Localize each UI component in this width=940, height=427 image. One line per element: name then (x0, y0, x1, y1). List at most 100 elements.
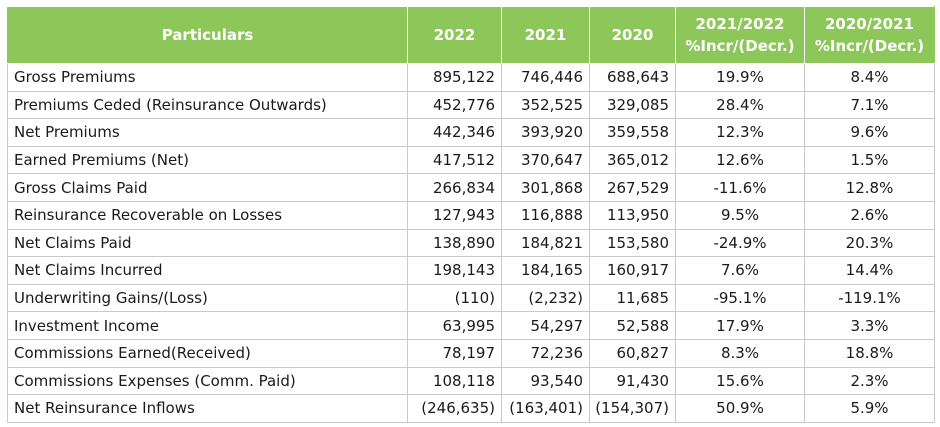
table-header: Particulars 2022 2021 2020 2021/2022 %In… (7, 6, 935, 64)
cell-particulars: Net Reinsurance Inflows (7, 394, 408, 423)
cell-change-2020-2021: 2.3% (804, 366, 935, 396)
cell-change-2021-2022: 15.6% (675, 366, 805, 396)
cell-2022: 417,512 (407, 145, 502, 175)
cell-change-2021-2022: 17.9% (675, 311, 805, 340)
cell-2022: 127,943 (407, 200, 502, 230)
cell-change-2020-2021: 5.9% (804, 394, 935, 423)
cell-2022: 108,118 (407, 366, 502, 396)
cell-change-2021-2022: -24.9% (675, 228, 805, 258)
cell-2022: 138,890 (407, 228, 502, 258)
table-row: Premiums Ceded (Reinsurance Outwards) 452… (7, 90, 935, 120)
cell-particulars: Investment Income (7, 311, 408, 340)
cell-particulars: Gross Premiums (7, 63, 408, 92)
cell-2021: 370,647 (501, 145, 590, 175)
cell-2022: 266,834 (407, 173, 502, 202)
header-change-2020-2021: 2020/2021 %Incr/(Decr.) (804, 6, 935, 64)
cell-particulars: Earned Premiums (Net) (7, 145, 408, 175)
cell-particulars: Net Premiums (7, 118, 408, 147)
header-2021: 2021 (501, 6, 590, 64)
cell-particulars: Net Claims Paid (7, 228, 408, 258)
table-row: Reinsurance Recoverable on Losses 127,943… (7, 200, 935, 230)
header-change-2021-2022-unit: %Incr/(Decr.) (685, 37, 795, 55)
header-change-2020-2021-years: 2020/2021 (825, 15, 914, 33)
cell-2021: 393,920 (501, 118, 590, 147)
cell-change-2020-2021: 3.3% (804, 311, 935, 340)
cell-2021: 746,446 (501, 63, 590, 92)
cell-change-2021-2022: 28.4% (675, 90, 805, 120)
cell-change-2021-2022: 12.6% (675, 145, 805, 175)
table-body: Gross Premiums 895,122 746,446 688,643 19.9%… (7, 63, 935, 423)
table-row: Commissions Expenses (Comm. Paid) 108,118… (7, 366, 935, 396)
cell-2020: 60,827 (589, 338, 676, 368)
cell-change-2021-2022: 9.5% (675, 200, 805, 230)
cell-2021: 301,868 (501, 173, 590, 202)
cell-change-2020-2021: 12.8% (804, 173, 935, 202)
cell-2020: 113,950 (589, 200, 676, 230)
cell-2022: 895,122 (407, 63, 502, 92)
cell-change-2021-2022: 8.3% (675, 338, 805, 368)
cell-change-2020-2021: 1.5% (804, 145, 935, 175)
cell-2020: 267,529 (589, 173, 676, 202)
cell-2022: 63,995 (407, 311, 502, 340)
cell-2020: 365,012 (589, 145, 676, 175)
cell-2020: 52,588 (589, 311, 676, 340)
table-row: Underwriting Gains/(Loss) (110) (2,232) 11,… (7, 283, 935, 313)
cell-2022: (246,635) (407, 394, 502, 423)
cell-2021: 93,540 (501, 366, 590, 396)
cell-particulars: Premiums Ceded (Reinsurance Outwards) (7, 90, 408, 120)
header-particulars: Particulars (7, 6, 408, 64)
cell-particulars: Underwriting Gains/(Loss) (7, 283, 408, 313)
cell-change-2020-2021: 9.6% (804, 118, 935, 147)
cell-2022: 78,197 (407, 338, 502, 368)
table-row: Commissions Earned(Received) 78,197 72,236… (7, 338, 935, 368)
financial-summary: Particulars 2022 2021 2020 2021/2022 %In… (7, 6, 935, 423)
cell-2021: 184,821 (501, 228, 590, 258)
cell-change-2020-2021: -119.1% (804, 283, 935, 313)
cell-change-2020-2021: 18.8% (804, 338, 935, 368)
cell-particulars: Net Claims Incurred (7, 256, 408, 285)
cell-change-2020-2021: 2.6% (804, 200, 935, 230)
table-row: Earned Premiums (Net) 417,512 370,647 365,0… (7, 145, 935, 175)
cell-change-2021-2022: 12.3% (675, 118, 805, 147)
cell-2020: (154,307) (589, 394, 676, 423)
cell-2021: (2,232) (501, 283, 590, 313)
cell-2020: 11,685 (589, 283, 676, 313)
table-row: Gross Claims Paid 266,834 301,868 267,529 -1… (7, 173, 935, 202)
cell-2021: 116,888 (501, 200, 590, 230)
cell-change-2021-2022: -11.6% (675, 173, 805, 202)
cell-change-2020-2021: 7.1% (804, 90, 935, 120)
cell-change-2021-2022: 7.6% (675, 256, 805, 285)
cell-2021: 72,236 (501, 338, 590, 368)
cell-2022: (110) (407, 283, 502, 313)
cell-2022: 198,143 (407, 256, 502, 285)
financial-table: Particulars 2022 2021 2020 2021/2022 %In… (7, 6, 935, 423)
cell-2020: 688,643 (589, 63, 676, 92)
table-row: Net Reinsurance Inflows (246,635) (163,401… (7, 394, 935, 423)
table-row: Net Claims Paid 138,890 184,821 153,580 -24.… (7, 228, 935, 258)
cell-2021: 352,525 (501, 90, 590, 120)
cell-2020: 359,558 (589, 118, 676, 147)
table-row: Gross Premiums 895,122 746,446 688,643 19.9%… (7, 63, 935, 92)
cell-2020: 329,085 (589, 90, 676, 120)
cell-change-2020-2021: 20.3% (804, 228, 935, 258)
table-row: Net Claims Incurred 198,143 184,165 160,917… (7, 256, 935, 285)
cell-2020: 91,430 (589, 366, 676, 396)
header-change-2021-2022-years: 2021/2022 (695, 15, 785, 33)
cell-particulars: Commissions Earned(Received) (7, 338, 408, 368)
table-row: Investment Income 63,995 54,297 52,588 17.9%… (7, 311, 935, 340)
header-2022: 2022 (407, 6, 502, 64)
cell-change-2021-2022: 50.9% (675, 394, 805, 423)
cell-change-2021-2022: 19.9% (675, 63, 805, 92)
cell-particulars: Commissions Expenses (Comm. Paid) (7, 366, 408, 396)
cell-2022: 442,346 (407, 118, 502, 147)
header-change-2021-2022: 2021/2022 %Incr/(Decr.) (675, 6, 805, 64)
cell-2021: 184,165 (501, 256, 590, 285)
table-row: Net Premiums 442,346 393,920 359,558 12.3% 9.… (7, 118, 935, 147)
cell-change-2021-2022: -95.1% (675, 283, 805, 313)
cell-particulars: Gross Claims Paid (7, 173, 408, 202)
cell-2020: 160,917 (589, 256, 676, 285)
cell-2022: 452,776 (407, 90, 502, 120)
cell-2021: (163,401) (501, 394, 590, 423)
cell-change-2020-2021: 14.4% (804, 256, 935, 285)
cell-2020: 153,580 (589, 228, 676, 258)
